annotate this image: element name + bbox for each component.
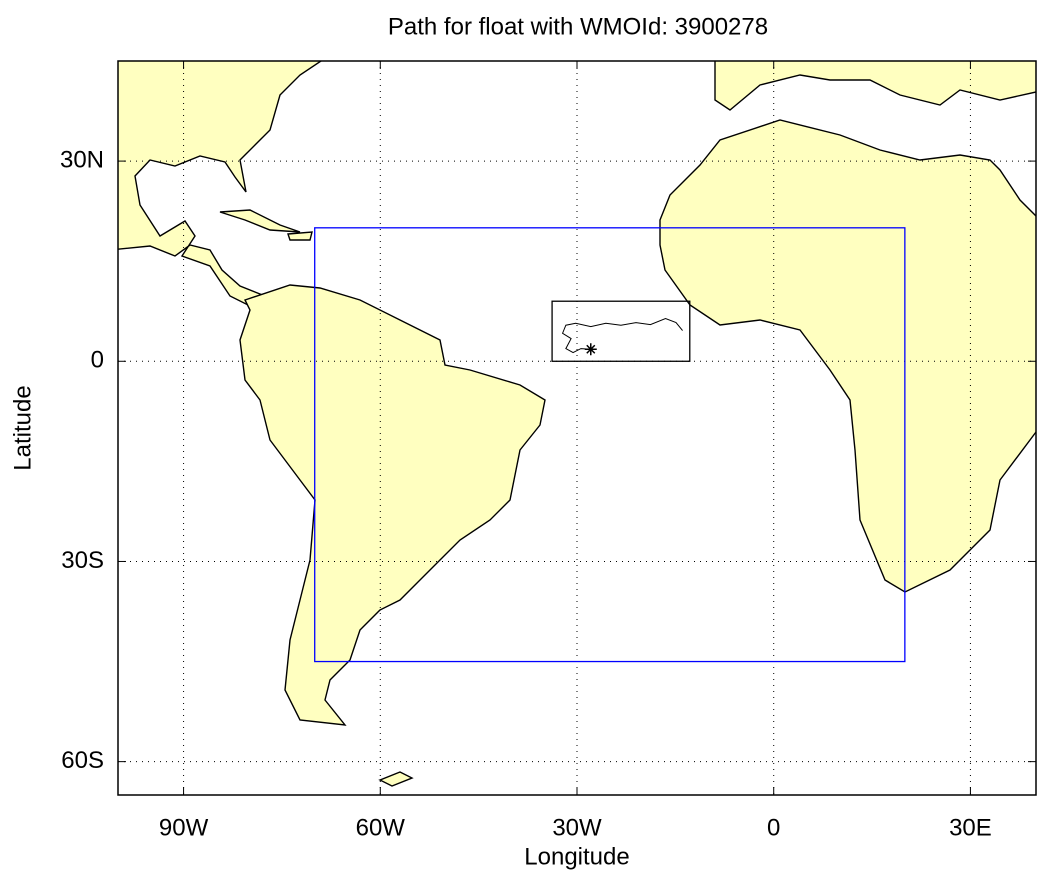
- falklands: [378, 771, 414, 787]
- y-tick-label: 60S: [61, 747, 104, 774]
- y-tick-label: 30S: [61, 547, 104, 574]
- y-tick-label: 0: [91, 347, 104, 374]
- north-america: [118, 61, 323, 307]
- y-tick-label: 30N: [60, 146, 104, 173]
- last-position: [584, 343, 597, 356]
- hispaniola: [287, 231, 313, 241]
- y-axis-label: Latitude: [9, 385, 36, 470]
- x-tick-label: 0: [767, 814, 780, 841]
- x-tick-label: 30E: [949, 814, 992, 841]
- x-tick-label: 60W: [356, 814, 406, 841]
- europe: [714, 61, 1036, 111]
- track-box: [551, 300, 691, 362]
- cuba: [219, 209, 301, 233]
- x-axis-label: Longitude: [524, 843, 629, 870]
- x-tick-label: 90W: [159, 814, 209, 841]
- chart-title: Path for float with WMOId: 3900278: [388, 13, 768, 40]
- x-tick-label: 30W: [552, 814, 602, 841]
- coastlines: [118, 61, 1036, 787]
- africa: [659, 119, 1036, 593]
- south-america: [239, 284, 546, 726]
- float-track: [561, 318, 683, 354]
- region-box: [314, 227, 906, 663]
